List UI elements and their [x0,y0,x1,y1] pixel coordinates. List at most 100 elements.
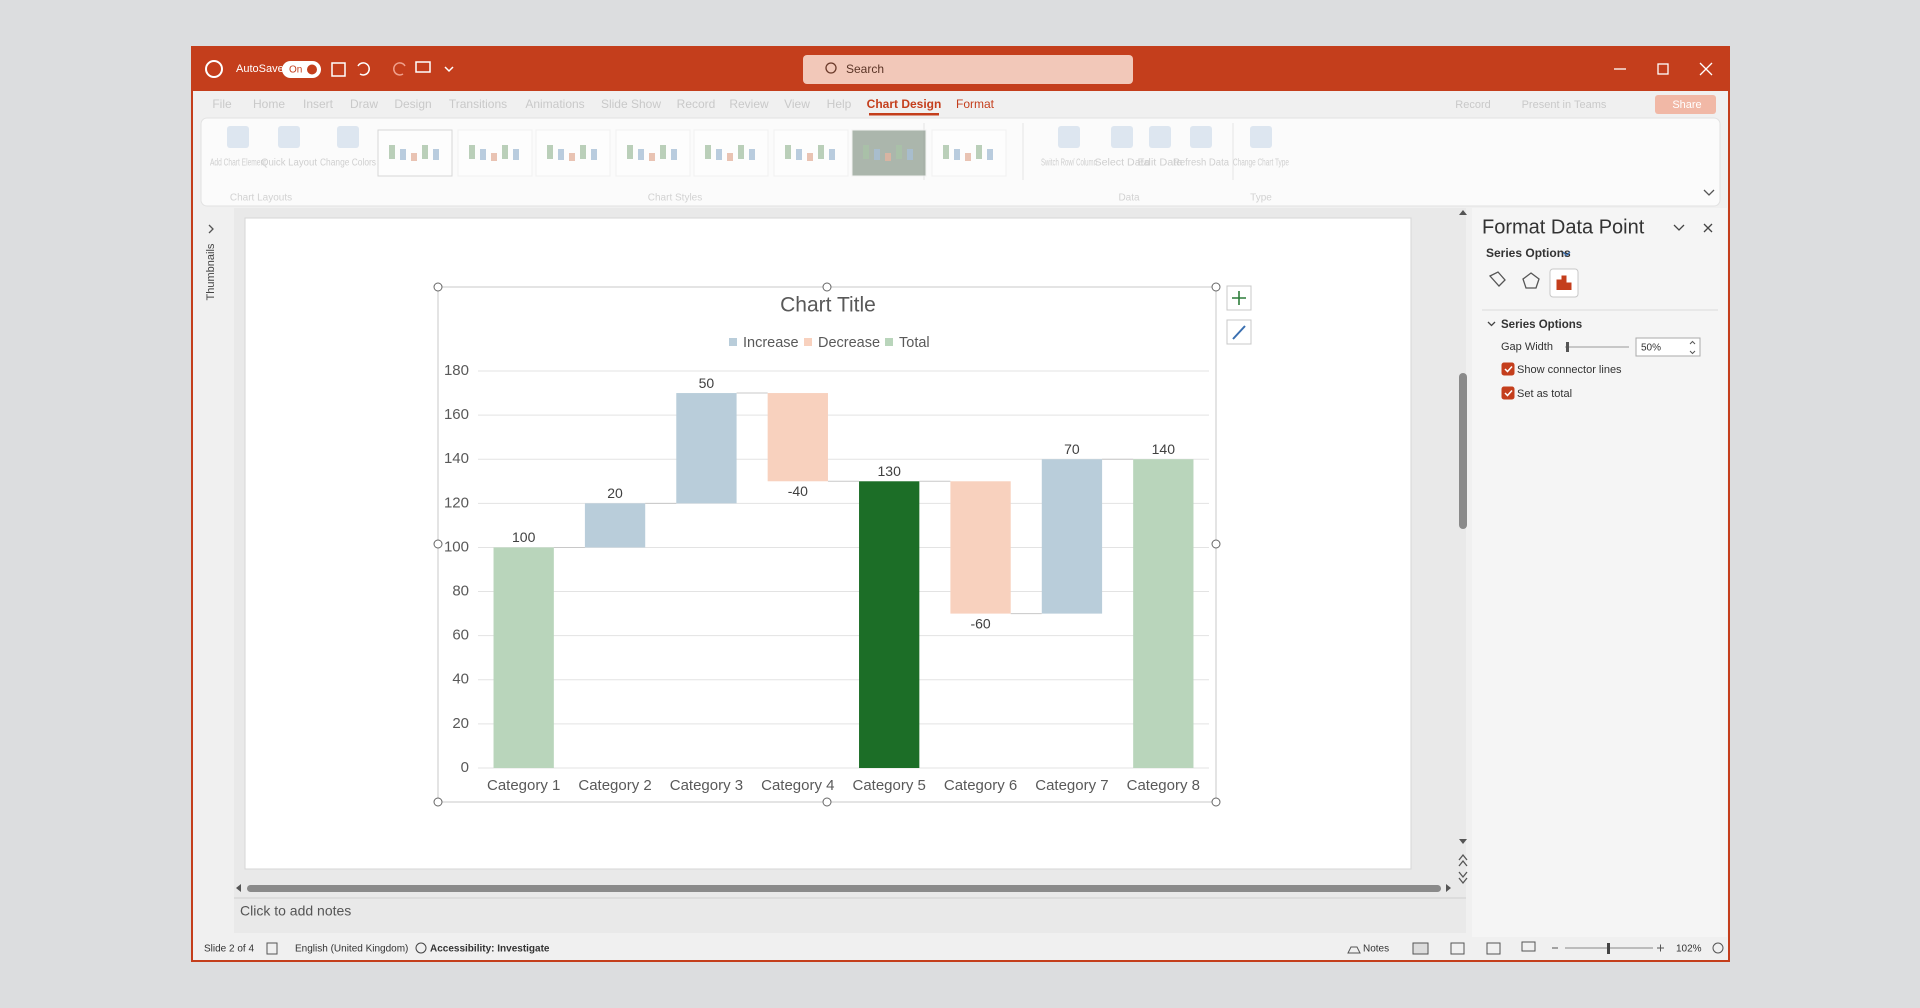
slide-nav[interactable] [1458,853,1468,885]
pane-options[interactable] [1673,224,1685,231]
pane-tab-chevron[interactable] [1562,251,1571,257]
redo-icon [393,62,406,76]
ribbon-button-icon[interactable] [1250,126,1272,148]
zoom-thumb[interactable] [1607,943,1610,954]
ribbon-button-label[interactable]: Change Chart Type [1233,158,1289,169]
search-box[interactable] [803,55,1133,84]
ribbon-button-icon[interactable] [1111,126,1133,148]
ribbon-tab[interactable]: Animations [525,97,584,111]
ribbon-tab[interactable]: Help [827,97,852,111]
ribbon-tab[interactable]: Design [394,97,431,111]
undo-icon[interactable] [357,62,370,76]
ribbon-tab[interactable]: Record [677,97,716,111]
language[interactable]: English (United Kingdom) [295,944,408,955]
ribbon-tab[interactable]: Format [956,97,995,111]
ribbon-tab[interactable]: Slide Show [601,97,661,111]
resize-handle[interactable] [822,282,832,292]
zoom-in[interactable] [1657,944,1664,952]
checkbox-label[interactable]: Set as total [1517,388,1572,400]
ribbon-tab[interactable]: View [784,97,810,111]
ribbon-button-icon[interactable] [1058,126,1080,148]
slider-thumb[interactable] [1566,342,1569,352]
effects-icon[interactable] [1522,272,1540,289]
y-tick-label: 40 [452,671,469,688]
spinner[interactable] [1689,340,1696,355]
zoom-level[interactable]: 102% [1676,944,1702,955]
notes-placeholder[interactable]: Click to add notes [240,903,351,919]
ribbon-button-label[interactable]: Edit Data [1138,158,1183,169]
x-tick-label: Category 3 [670,777,743,794]
fill-line-icon[interactable] [1488,271,1506,287]
chart-elements-button[interactable] [1226,285,1252,311]
pane-close[interactable] [1703,223,1713,233]
thumb-bar [513,149,519,160]
data-label: 130 [878,463,902,479]
resize-handle[interactable] [1211,797,1221,807]
toggle-knob [307,64,317,75]
ribbon-tab[interactable]: File [212,97,232,111]
thumb-bar [433,149,439,160]
sorter-view[interactable] [1450,942,1465,955]
section-title[interactable]: Series Options [1501,319,1582,331]
present-icon[interactable] [415,61,431,73]
tab-action[interactable]: Present in Teams [1522,99,1607,111]
resize-handle[interactable] [433,797,443,807]
ribbon-collapse[interactable] [1703,189,1715,196]
thumb-bar [558,149,564,160]
save-icon[interactable] [331,62,346,77]
ribbon-button-label[interactable]: Select Data [1095,158,1150,169]
resize-handle[interactable] [433,282,443,292]
ribbon-button-icon[interactable] [1190,126,1212,148]
thumbnails-expand[interactable] [208,224,214,234]
pane-tab[interactable]: Series Options [1486,246,1571,260]
section-chevron[interactable] [1487,321,1496,327]
thumb-bar [885,153,891,161]
ribbon-button-icon[interactable] [227,126,249,148]
ribbon-button-label[interactable]: Quick Layout [261,158,317,169]
slideshow-view[interactable] [1521,941,1536,952]
ribbon-button-label[interactable]: Refresh Data [1173,158,1229,169]
x-tick-label: Category 8 [1127,777,1200,794]
restore[interactable] [1657,63,1669,75]
resize-handle[interactable] [822,797,832,807]
ribbon-button-icon[interactable] [278,126,300,148]
checkbox-label[interactable]: Show connector lines [1517,364,1622,376]
checkbox[interactable] [1501,386,1515,400]
ribbon-button-label[interactable]: Add Chart Element [210,158,266,169]
chart: 0 20 40 60 80 100 120 140 160 180 Increase Decrease… [444,335,1209,794]
customize-icon[interactable] [444,66,454,73]
ribbon-tab[interactable]: Chart Design [867,97,942,111]
tab-action[interactable]: Record [1455,99,1490,111]
ribbon-button-icon[interactable] [1149,126,1171,148]
v-scroll-thumb[interactable] [1459,373,1467,529]
ribbon-button-label[interactable]: Change Colors [320,158,376,169]
normal-view[interactable] [1412,942,1429,955]
share-button[interactable] [1655,95,1716,114]
checkbox[interactable] [1501,362,1515,376]
ribbon-tab[interactable]: Transitions [449,97,507,111]
thumb-bar [954,149,960,160]
ribbon-button-label[interactable]: Switch Row/ Column [1041,158,1097,169]
data-label: -40 [788,483,808,499]
gap-width-input[interactable] [1635,337,1701,357]
resize-handle[interactable] [433,539,443,549]
bar [1041,459,1103,614]
brush-icon [1232,325,1246,340]
pane-title: Format Data Point [1482,216,1645,238]
ribbon-tab[interactable]: Draw [350,97,378,111]
ribbon-button-icon[interactable] [337,126,359,148]
h-scroll-thumb[interactable] [247,885,1441,892]
ribbon-tab[interactable]: Insert [303,97,334,111]
tab-action[interactable]: Share [1672,99,1701,111]
notes-toggle[interactable]: Notes [1363,944,1389,955]
accessibility[interactable]: Accessibility: Investigate [430,944,550,955]
thumb-bar [807,153,813,161]
reading-view[interactable] [1486,942,1501,955]
close[interactable] [1699,62,1713,76]
ribbon-tab[interactable]: Home [253,97,285,111]
resize-handle[interactable] [1211,539,1221,549]
ribbon-tab[interactable]: Review [729,97,769,111]
fit-slide[interactable] [1712,942,1724,954]
spelling-icon[interactable] [266,942,278,955]
resize-handle[interactable] [1211,282,1221,292]
